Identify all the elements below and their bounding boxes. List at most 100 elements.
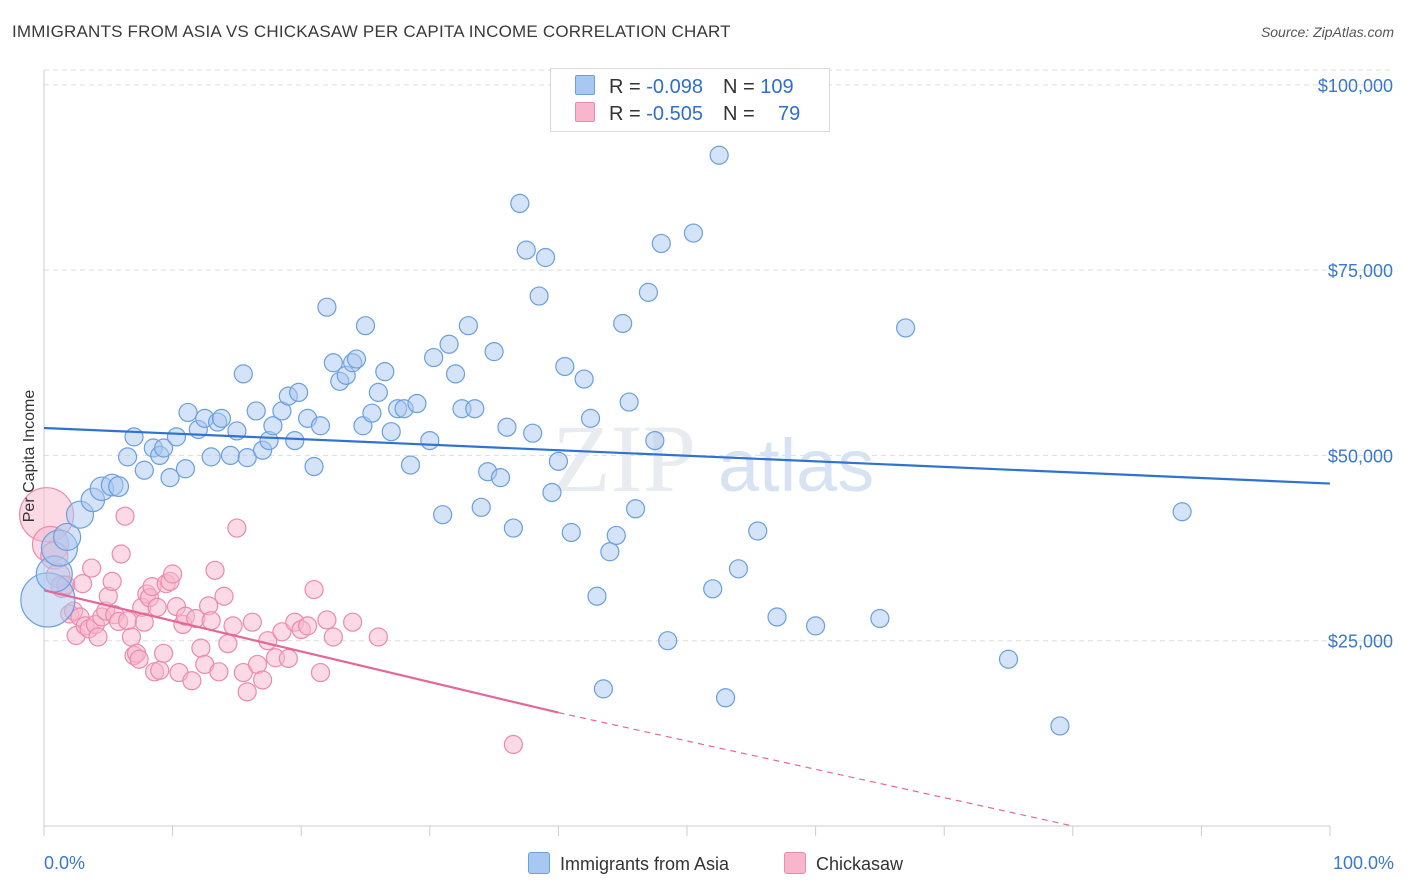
asia-point — [1172, 502, 1192, 522]
asia-point — [285, 430, 305, 451]
legend-row-asia: R = -0.098 N = 109 — [575, 75, 794, 99]
chickasaw-point — [191, 638, 211, 658]
asia-point — [503, 518, 523, 538]
chickasaw-point — [253, 670, 273, 690]
asia-point — [574, 369, 594, 389]
asia-point — [233, 364, 253, 384]
chickasaw-point — [150, 660, 170, 680]
asia-point — [645, 430, 665, 451]
chickasaw-point — [237, 682, 257, 702]
asia-point — [728, 559, 749, 579]
asia-point — [580, 408, 601, 428]
asia-point — [433, 505, 453, 525]
chickasaw-point — [153, 643, 174, 663]
asia-point — [542, 482, 562, 503]
bottom-legend-swatch-chickasaw — [784, 852, 806, 874]
asia-point — [703, 579, 723, 599]
asia-point — [178, 402, 198, 423]
legend-r-value-asia: -0.098 — [646, 76, 703, 98]
chickasaw-point — [233, 662, 253, 683]
asia-point — [237, 448, 257, 468]
asia-point — [346, 349, 367, 369]
bottom-legend-label-chickasaw: Chickasaw — [816, 854, 904, 874]
legend-row-chickasaw: R = -0.505 N = 79 — [575, 102, 800, 126]
asia-point — [400, 455, 421, 475]
chickasaw-point — [214, 586, 234, 606]
chickasaw-point — [147, 597, 167, 617]
asia-point — [53, 522, 82, 552]
chickasaw-point — [129, 649, 149, 669]
legend-n-value-asia: 109 — [760, 76, 794, 98]
asia-point — [870, 608, 890, 629]
asia-point — [709, 145, 729, 165]
asia-point — [375, 362, 395, 382]
legend-r-label: R = — [609, 103, 647, 125]
asia-point — [381, 422, 401, 442]
watermark-zip: ZIP — [552, 405, 696, 512]
chickasaw-point — [111, 544, 131, 564]
chickasaw-point — [272, 622, 292, 642]
legend-swatch-chickasaw — [575, 102, 595, 122]
asia-point — [211, 408, 232, 428]
chickasaw-point — [102, 571, 122, 592]
asia-point — [355, 316, 376, 336]
correlation-legend: R = -0.098 N = 109 R = -0.505 N = 79 — [550, 68, 830, 132]
legend-r-value-chickasaw: -0.505 — [646, 103, 703, 125]
chickasaw-point — [81, 558, 102, 578]
chickasaw-point — [503, 734, 523, 755]
bottom-legend-chickasaw: Chickasaw — [784, 852, 903, 875]
asia-point — [201, 447, 221, 467]
chickasaw-point — [368, 627, 388, 647]
asia-point — [310, 416, 331, 436]
asia-point — [323, 353, 343, 373]
asia-point — [555, 356, 575, 377]
chickasaw-point — [242, 612, 262, 632]
chickasaw-point — [343, 612, 363, 632]
chickasaw-point — [163, 564, 183, 584]
axes — [43, 70, 1331, 836]
chickasaw-point — [218, 634, 238, 654]
asia-point — [516, 240, 536, 260]
legend-n-label: N = — [722, 76, 761, 98]
asia-point — [600, 542, 620, 562]
asia-point — [175, 459, 196, 479]
bottom-legend-label-asia: Immigrants from Asia — [560, 854, 730, 874]
asia-point — [117, 447, 138, 467]
asia-point — [317, 297, 337, 317]
chart-title: IMMIGRANTS FROM ASIA VS CHICKASAW PER CA… — [12, 22, 731, 41]
asia-point — [658, 631, 678, 651]
asia-point — [1050, 716, 1070, 736]
y-tick-labels: $25,000 $50,000 $75,000 $100,000 — [1318, 76, 1393, 652]
asia-point — [998, 649, 1019, 669]
asia-point — [625, 499, 646, 519]
x-tick-labels: 0.0% 100.0% — [44, 853, 1394, 873]
chickasaw-point — [72, 574, 93, 594]
y-axis-label: Per Capita Income — [21, 390, 38, 523]
chickasaw-points — [18, 487, 523, 755]
asia-point — [166, 427, 187, 447]
asia-point — [490, 468, 511, 488]
asia-point — [458, 316, 478, 336]
asia-trend-line — [43, 426, 1331, 485]
chickasaw-point — [117, 611, 138, 631]
chickasaw-point — [323, 627, 343, 647]
x-tick-label-end: 100.0% — [1333, 853, 1394, 873]
asia-points — [20, 145, 1192, 736]
chickasaw-trend-extension — [558, 712, 1073, 827]
y-tick-label: $75,000 — [1328, 261, 1393, 281]
asia-point — [767, 607, 787, 627]
asia-point — [497, 417, 517, 437]
y-tick-label: $25,000 — [1328, 632, 1393, 652]
asia-point — [439, 334, 459, 354]
asia-point — [619, 392, 639, 412]
asia-point — [153, 438, 174, 458]
asia-point — [289, 382, 309, 403]
asia-point — [805, 616, 826, 636]
asia-point — [246, 401, 266, 421]
chickasaw-point — [278, 648, 298, 669]
asia-point — [896, 318, 916, 338]
legend-n-value-chickasaw: 79 — [777, 103, 801, 125]
asia-point — [471, 497, 491, 517]
asia-point — [465, 399, 485, 419]
x-tick-label-start: 0.0% — [44, 853, 85, 873]
